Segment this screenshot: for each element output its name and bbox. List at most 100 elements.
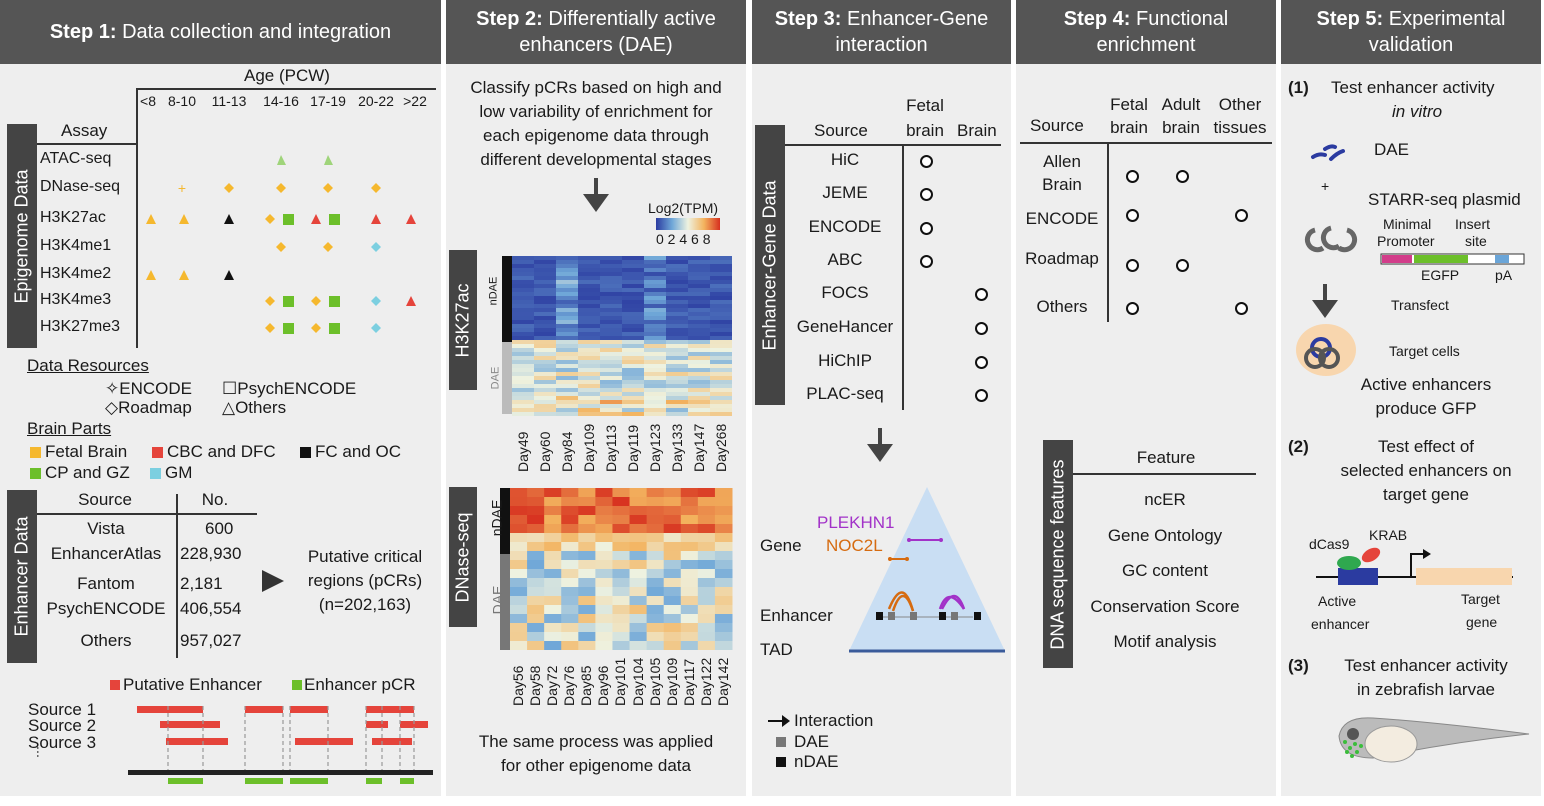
heatmap-cell [512, 336, 534, 340]
heatmap-cell [561, 488, 579, 497]
heatmap-cell [688, 296, 710, 300]
heatmap-cell [622, 372, 644, 376]
day-label: Day122 [697, 657, 714, 706]
step4-table-divider [1107, 142, 1109, 322]
heatmap-cell [527, 578, 545, 587]
heatmap-cell [510, 578, 528, 587]
heatmap-cell [556, 352, 578, 356]
heatmap-cell [556, 328, 578, 332]
heatmap-cell [556, 376, 578, 380]
heatmap-cell [534, 336, 556, 340]
source-count: 957,027 [180, 631, 242, 650]
day-label: Day133 [669, 423, 685, 472]
day-label: Day49 [515, 431, 531, 472]
assay-label: H3K4me2 [40, 265, 112, 282]
heatmap-cell [534, 368, 556, 372]
pcr-label-1: Putative critical [307, 547, 423, 566]
diamond-mark [323, 242, 333, 252]
assay-label: DNase-seq [40, 178, 121, 195]
fetal-brain-marker [1126, 302, 1139, 315]
heatmap-cell [666, 264, 688, 268]
heatmap-cell [629, 569, 648, 578]
heatmap-cell [644, 288, 666, 292]
heatmap-cell [710, 312, 732, 316]
heatmap-cell [600, 384, 622, 388]
step5-title-2c: target gene [1382, 485, 1469, 504]
heatmap-cell [663, 614, 682, 623]
age-title: Age (PCW) [244, 66, 330, 85]
heatmap-cell [666, 368, 688, 372]
label-enhancer: enhancer [1311, 616, 1370, 632]
step2-desc-2: low variability of enrichment for [479, 102, 713, 121]
day-label: Day109 [581, 423, 597, 472]
other-tissues-marker [1235, 209, 1248, 222]
heatmap-cell [622, 276, 644, 280]
heatmap-cell [578, 384, 600, 388]
heatmap-cell [622, 256, 644, 260]
heatmap-cell [600, 312, 622, 316]
heatmap-cell [512, 376, 534, 380]
dae-text-1: DAE [489, 366, 502, 390]
brain-part-label: CP and GZ [45, 463, 130, 482]
heatmap-cell [534, 276, 556, 280]
triangle-mark [371, 214, 381, 224]
assay-label: H3K27me3 [40, 318, 121, 335]
heatmap-cell [600, 364, 622, 368]
triangle-mark [146, 214, 156, 224]
heatmap-cell [697, 533, 716, 542]
heatmap-cell [534, 308, 556, 312]
heatmap-cell [578, 380, 600, 384]
heatmap-cell [622, 284, 644, 288]
step4-header: Step 4: Functional enrichment [1016, 0, 1276, 64]
triangle-mark [179, 270, 189, 280]
brain-part-swatch [152, 447, 163, 458]
heatmap-cell [710, 360, 732, 364]
age-group-label: 17-19 [310, 93, 346, 109]
heatmap-cell [600, 348, 622, 352]
ndae-text-1: nDAE [487, 276, 500, 306]
heatmap-cell [666, 308, 688, 312]
heatmap-cell [578, 256, 600, 260]
heatmap-cell [644, 384, 666, 388]
heatmap-cell [612, 488, 631, 497]
assay-rule [37, 143, 137, 145]
heatmap-cell [714, 578, 733, 587]
heatmap-cell [644, 352, 666, 356]
heatmap-cell [561, 605, 579, 614]
heatmap-cell [688, 336, 710, 340]
square-mark [283, 296, 294, 307]
heatmap-cell [595, 569, 613, 578]
heatmap-cell [666, 324, 688, 328]
heatmap-cell [527, 515, 545, 524]
heatmap-cell [600, 380, 622, 384]
label-target-cells: Target cells [1389, 343, 1460, 359]
interaction-arrow-icon [768, 715, 790, 727]
label-active: Active [1318, 593, 1357, 609]
heatmap-cell [697, 524, 716, 533]
heatmap-cell [510, 506, 528, 515]
heatmap-cell [512, 348, 534, 352]
source-count: 2,181 [180, 574, 223, 593]
heatmap-cell [578, 316, 600, 320]
brain-part-swatch [150, 468, 161, 479]
crispri-diagram [1316, 547, 1513, 585]
heatmap-cell [600, 336, 622, 340]
step4-table-rule [1020, 142, 1272, 144]
diamond-mark [265, 296, 275, 306]
heatmap-cell [622, 352, 644, 356]
heatmap-cell [680, 578, 699, 587]
heatmap-cell [612, 524, 631, 533]
brain-marker [975, 322, 988, 335]
heatmap-cell [578, 560, 596, 569]
square-mark [283, 323, 294, 334]
heatmap-cell [527, 632, 545, 641]
heatmap-cell [688, 300, 710, 304]
heatmap-cell [600, 308, 622, 312]
heatmap-cell [622, 408, 644, 412]
step2-footer-1: The same process was applied [478, 732, 714, 751]
day-label: Day109 [663, 657, 680, 706]
heatmap-cell [629, 506, 648, 515]
heatmap-cell [697, 542, 716, 551]
triangle-mark [406, 296, 416, 306]
heatmap-cell [534, 332, 556, 336]
